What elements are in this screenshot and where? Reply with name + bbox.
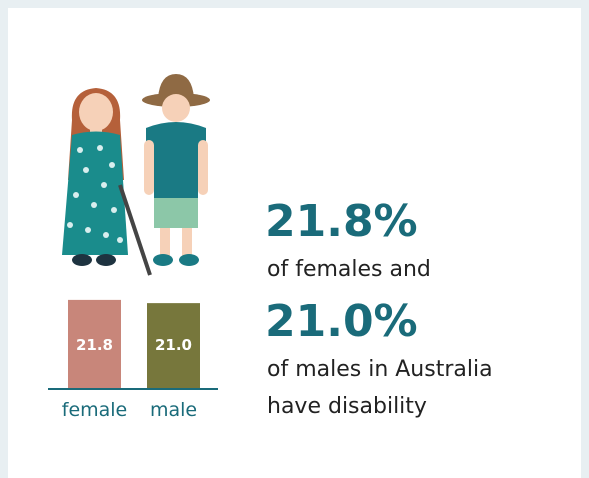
bar-value-label: 21.8 [76,336,113,354]
woman-illustration [62,88,152,276]
headline-male: 21.0% [265,296,418,347]
man-illustration [142,74,210,266]
bar [68,299,121,388]
text-line: have disability [267,394,427,419]
headline-female: 21.8% [265,196,418,247]
bar-value-label: 21.0 [155,336,192,354]
text-line: of females and [267,257,431,282]
x-tick-label: male [150,399,197,421]
bar [147,303,200,388]
x-tick-label: female [62,399,128,421]
text-line: of males in Australia [267,357,493,382]
